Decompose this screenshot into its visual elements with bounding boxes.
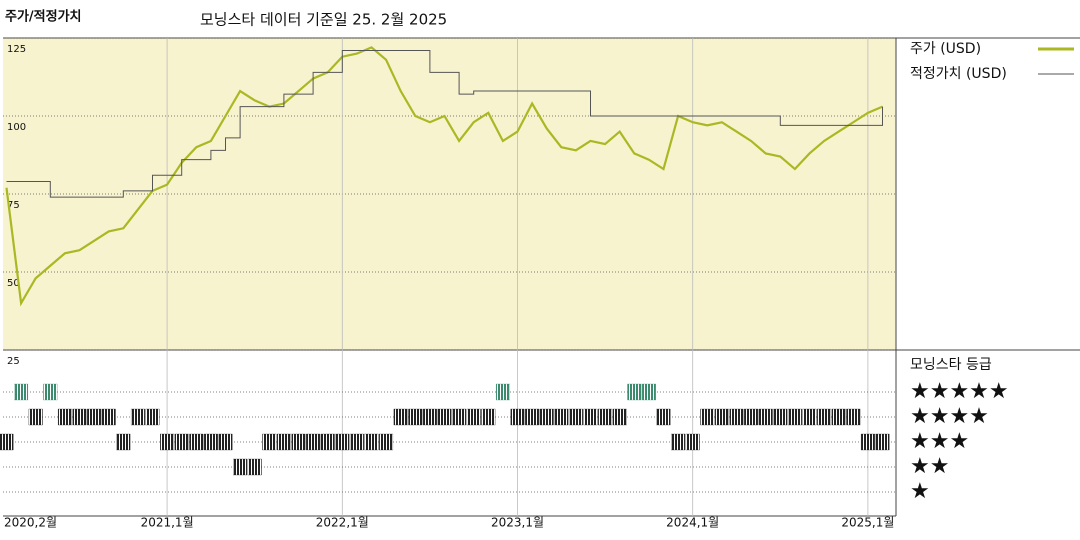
x-tick-label: 2021,1월 xyxy=(141,516,194,530)
rating-bar xyxy=(846,408,861,426)
rating-bar xyxy=(306,433,321,451)
rating-bar xyxy=(233,458,248,476)
y-tick-label: 125 xyxy=(7,44,26,55)
rating-bar xyxy=(773,408,788,426)
rating-bar xyxy=(656,408,671,426)
rating-bar xyxy=(130,408,145,426)
y-tick-label: 25 xyxy=(7,356,20,367)
rating-bar xyxy=(758,408,773,426)
legend-label: 주가 (USD) xyxy=(910,41,981,57)
chart-title: 주가/적정가치 xyxy=(5,9,82,25)
rating-bar xyxy=(627,383,642,401)
rating-bar xyxy=(612,408,627,426)
rating-bar xyxy=(583,408,598,426)
x-tick-label: 2025,1월 xyxy=(841,516,894,530)
rating-bar xyxy=(729,408,744,426)
rating-level-label: ★ xyxy=(910,479,930,504)
rating-bar xyxy=(189,433,204,451)
rating-bar xyxy=(466,408,481,426)
rating-bar xyxy=(685,433,700,451)
rating-bar xyxy=(598,408,613,426)
rating-bar xyxy=(0,433,14,451)
rating-title: 모닝스타 등급 xyxy=(910,357,992,373)
rating-bar xyxy=(860,433,875,451)
rating-bar xyxy=(393,408,408,426)
rating-bar xyxy=(203,433,218,451)
rating-bar xyxy=(262,433,277,451)
rating-bar xyxy=(101,408,116,426)
rating-bar xyxy=(671,433,686,451)
rating-bar xyxy=(817,408,832,426)
rating-bar xyxy=(349,433,364,451)
rating-bar xyxy=(335,433,350,451)
rating-bar xyxy=(379,433,394,451)
rating-bar xyxy=(276,433,291,451)
rating-bar xyxy=(714,408,729,426)
y-tick-label: 50 xyxy=(7,278,20,289)
rating-bar xyxy=(554,408,569,426)
y-tick-label: 100 xyxy=(7,122,26,133)
rating-bar xyxy=(437,408,452,426)
rating-bar xyxy=(57,408,72,426)
rating-bar xyxy=(247,458,262,476)
rating-bar xyxy=(160,433,175,451)
rating-level-label: ★★★★★ xyxy=(910,379,1009,404)
rating-bar xyxy=(28,408,43,426)
rating-bar xyxy=(568,408,583,426)
rating-bar xyxy=(787,408,802,426)
rating-bar xyxy=(700,408,715,426)
rating-level-label: ★★ xyxy=(910,454,949,479)
rating-bar xyxy=(408,408,423,426)
rating-bar xyxy=(452,408,467,426)
rating-bar xyxy=(744,408,759,426)
x-tick-label: 2020,2월 xyxy=(4,516,57,530)
rating-bar xyxy=(539,408,554,426)
rating-level-label: ★★★ xyxy=(910,429,969,454)
rating-level-label: ★★★★ xyxy=(910,404,989,429)
rating-bar xyxy=(291,433,306,451)
rating-bar xyxy=(87,408,102,426)
rating-bar xyxy=(14,383,29,401)
rating-bar xyxy=(422,408,437,426)
rating-bar xyxy=(831,408,846,426)
rating-bar xyxy=(174,433,189,451)
x-tick-label: 2023,1월 xyxy=(491,516,544,530)
rating-bar xyxy=(145,408,160,426)
rating-bar xyxy=(802,408,817,426)
rating-bar xyxy=(495,383,510,401)
rating-bar xyxy=(116,433,131,451)
chart-subtitle: 모닝스타 데이터 기준일 25. 2월 2025 xyxy=(200,11,447,29)
rating-bar xyxy=(364,433,379,451)
x-tick-label: 2024,1월 xyxy=(666,516,719,530)
rating-bar xyxy=(641,383,656,401)
rating-bar xyxy=(875,433,890,451)
x-tick-label: 2022,1월 xyxy=(316,516,369,530)
rating-bar xyxy=(72,408,87,426)
rating-bar xyxy=(43,383,58,401)
rating-bar xyxy=(510,408,525,426)
rating-bar xyxy=(218,433,233,451)
rating-bar xyxy=(320,433,335,451)
rating-bar xyxy=(481,408,496,426)
rating-bar xyxy=(525,408,540,426)
y-tick-label: 75 xyxy=(7,200,20,211)
legend-label: 적정가치 (USD) xyxy=(910,66,1007,82)
series-line xyxy=(6,49,883,198)
